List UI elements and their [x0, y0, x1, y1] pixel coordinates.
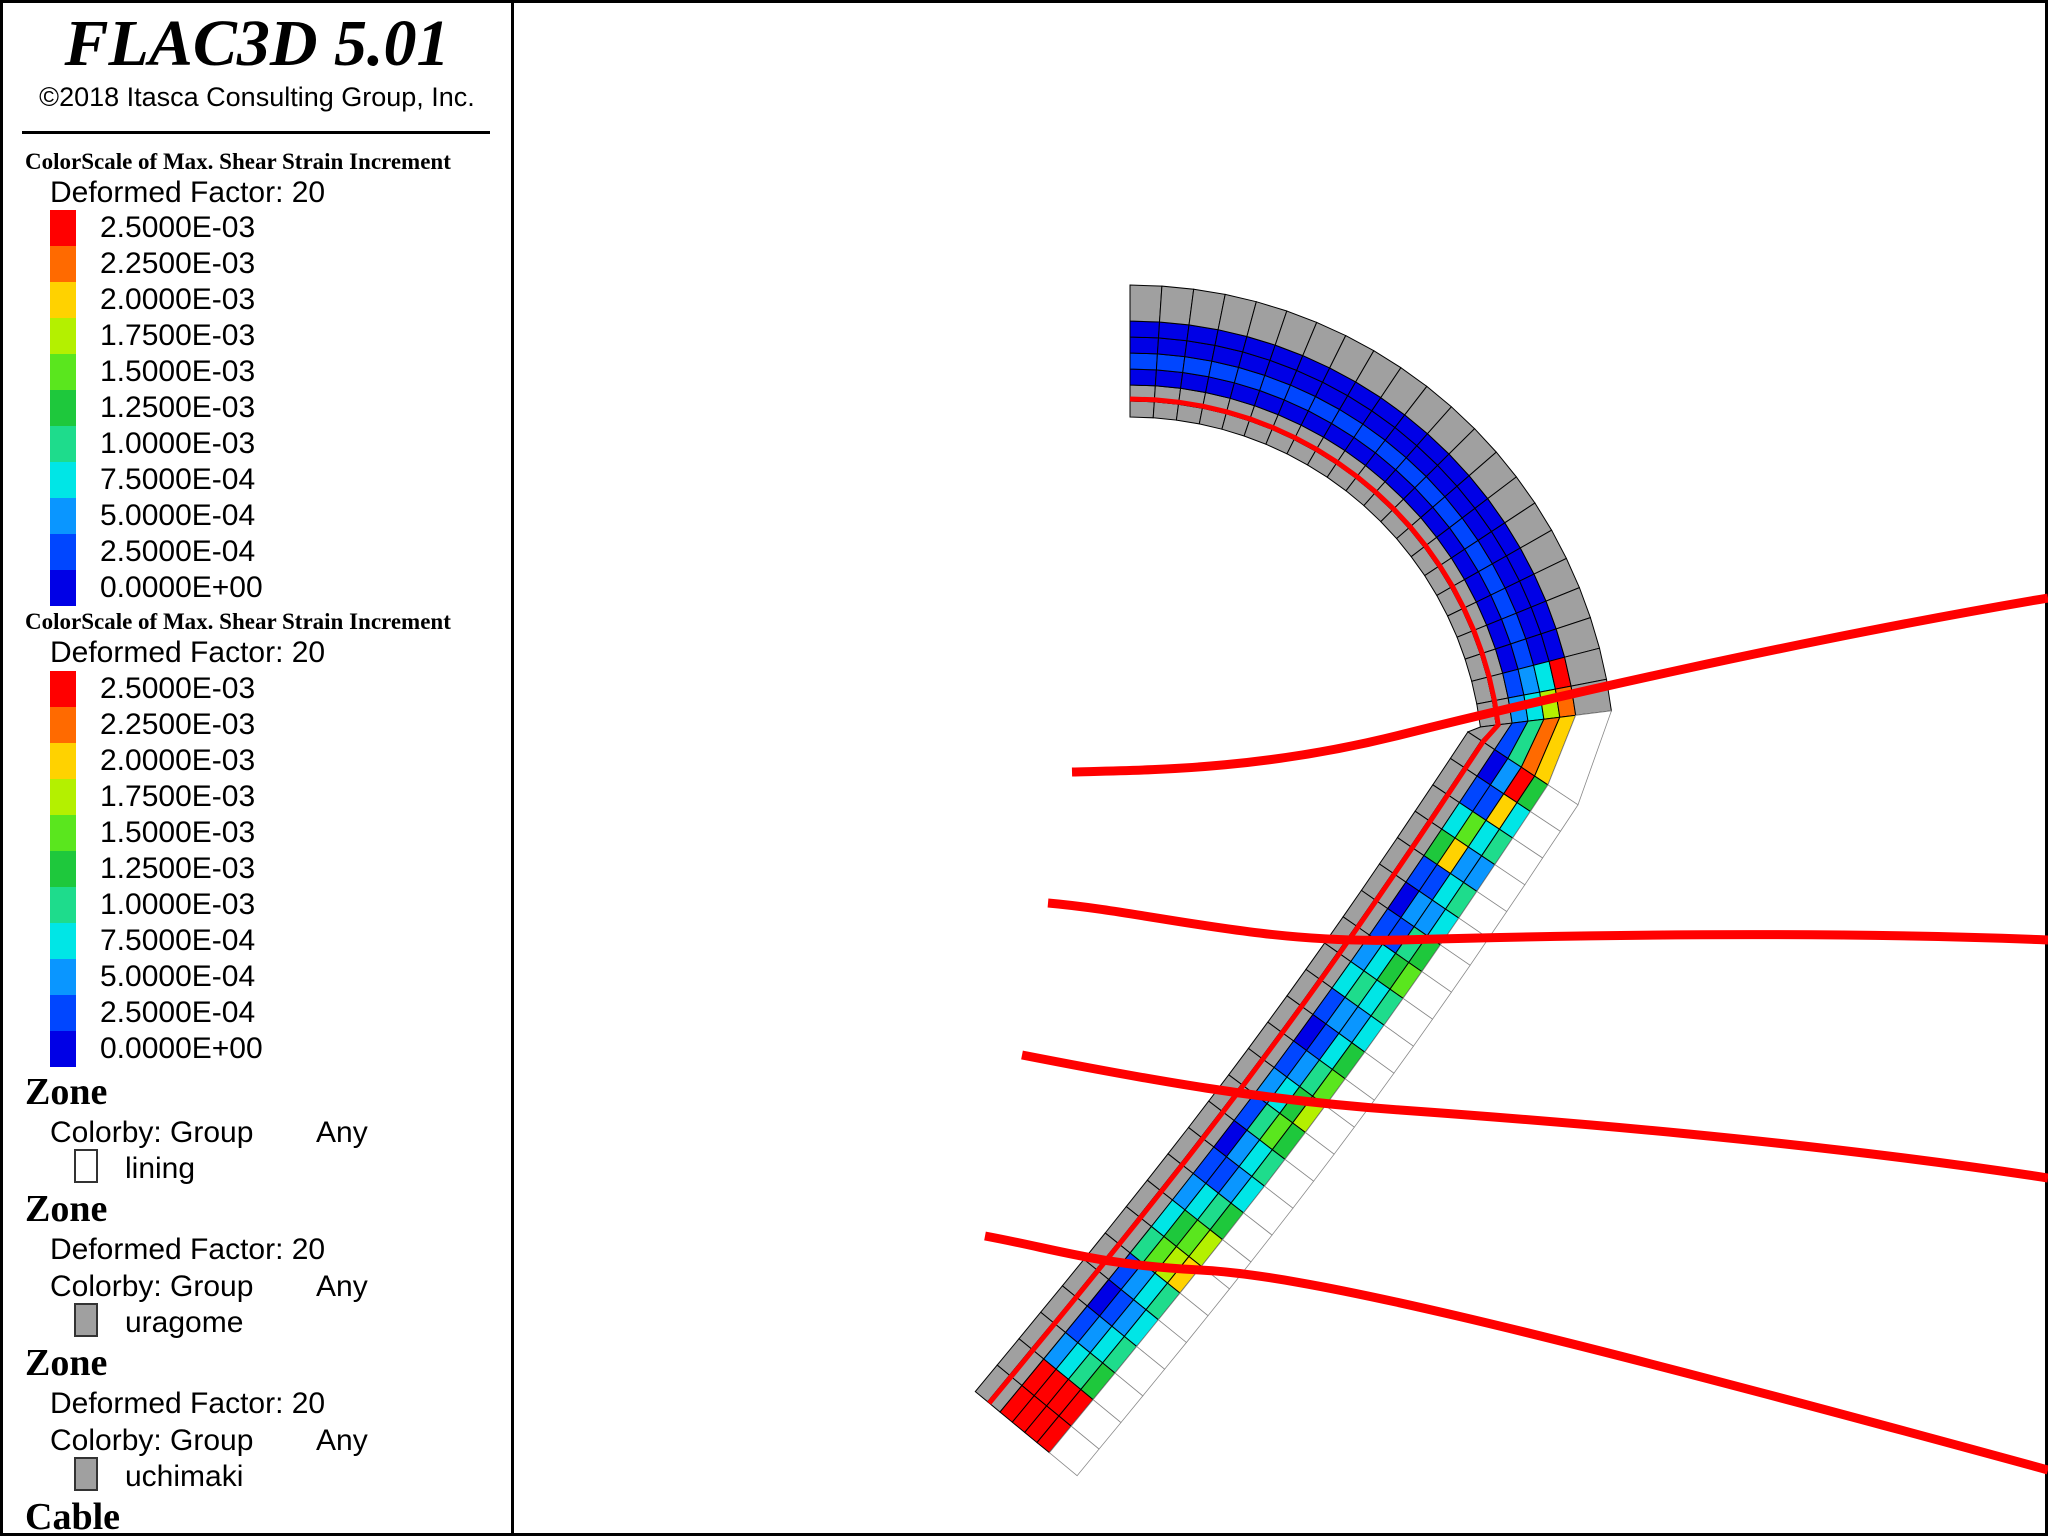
colorscale-1-label: 1.5000E-03	[100, 355, 256, 388]
colorscale-1-label: 7.5000E-04	[100, 463, 256, 496]
colorscale-2-label: 2.2500E-03	[100, 708, 256, 741]
colorscale-2-swatch	[50, 671, 76, 707]
colorscale-2-deformed-factor: Deformed Factor: 20	[50, 636, 326, 669]
lining-cable	[987, 396, 1501, 1405]
zone-uchimaki-group: uchimaki	[125, 1460, 244, 1493]
zone-lining-heading: Zone	[25, 1071, 108, 1113]
colorscale-1-deformed-factor: Deformed Factor: 20	[50, 176, 326, 209]
app-title: FLAC3D 5.01	[64, 7, 450, 80]
colorscale-2-swatch	[50, 1031, 76, 1067]
legend-panel: FLAC3D 5.01 ©2018 Itasca Consulting Grou…	[0, 0, 514, 1536]
mesh-zone	[1154, 369, 1184, 389]
colorscale-2-label: 5.0000E-04	[100, 960, 256, 993]
colorscale-1-swatch	[50, 210, 76, 246]
uragome-swatch	[74, 1303, 98, 1337]
colorscale-2-label: 0.0000E+00	[100, 1032, 263, 1065]
colorscale-1-label: 0.0000E+00	[100, 571, 263, 604]
colorscale-1-label: 2.5000E-03	[100, 211, 256, 244]
colorscale-2-swatch	[50, 707, 76, 743]
mesh-zone	[1155, 353, 1186, 374]
tunnel-mesh-plot	[974, 284, 2048, 1477]
zone-uragome-any: Any	[316, 1270, 368, 1303]
colorscale-2-swatch	[50, 743, 76, 779]
zone-uchimaki-deformed-factor: Deformed Factor: 20	[50, 1387, 326, 1420]
zone-uragome-heading: Zone	[25, 1188, 108, 1230]
mesh-zone	[1158, 285, 1195, 326]
mesh-zone	[1129, 400, 1155, 419]
colorscale-1-title: ColorScale of Max. Shear Strain Incremen…	[25, 149, 451, 174]
colorscale-1-label: 2.0000E-03	[100, 283, 256, 316]
colorscale-1-swatch	[50, 318, 76, 354]
cable-line	[1071, 593, 2048, 777]
colorscale-1-label: 2.2500E-03	[100, 247, 256, 280]
colorscale-2-label: 2.0000E-03	[100, 744, 256, 777]
colorscale-2-label: 1.0000E-03	[100, 888, 256, 921]
mesh-zone	[1129, 352, 1158, 371]
colorscale-1-swatch	[50, 354, 76, 390]
mesh-zone	[1152, 401, 1180, 421]
colorscale-2-label: 1.7500E-03	[100, 780, 256, 813]
uchimaki-swatch	[74, 1457, 98, 1491]
cable-line	[1021, 1050, 2048, 1183]
colorscale-2-swatch	[50, 995, 76, 1031]
colorscale-1-swatch	[50, 426, 76, 462]
colorscale-1-swatch	[50, 498, 76, 534]
lining-swatch	[74, 1149, 98, 1183]
undeformed-zone	[1048, 1425, 1100, 1477]
mesh-zone	[1129, 336, 1160, 355]
colorscale-1-label: 5.0000E-04	[100, 499, 256, 532]
zone-lining-group: lining	[125, 1152, 196, 1185]
zone-uragome-colorby: Colorby: Group	[50, 1270, 254, 1303]
colorscale-1-label: 1.2500E-03	[100, 391, 256, 424]
copyright-text: ©2018 Itasca Consulting Group, Inc.	[39, 82, 475, 112]
zone-lining-any: Any	[316, 1116, 368, 1149]
title-divider	[22, 131, 490, 134]
colorscale-2-label: 2.5000E-03	[100, 672, 256, 705]
colorscale-2-title: ColorScale of Max. Shear Strain Incremen…	[25, 609, 451, 634]
colorscale-2-label: 1.5000E-03	[100, 816, 256, 849]
colorscale-2-label: 2.5000E-04	[100, 996, 256, 1029]
zone-lining-colorby: Colorby: Group	[50, 1116, 254, 1149]
colorscale-2-swatch	[50, 815, 76, 851]
cable-line	[1047, 898, 2048, 945]
colorscale-2-swatch	[50, 851, 76, 887]
colorscale-1-swatch	[50, 462, 76, 498]
colorscale-2-label: 1.2500E-03	[100, 852, 256, 885]
colorscale-1-label: 2.5000E-04	[100, 535, 256, 568]
colorscale-1-swatch	[50, 282, 76, 318]
cable-line	[984, 1231, 2048, 1475]
colorscale-2-label: 7.5000E-04	[100, 924, 256, 957]
zone-uchimaki-heading: Zone	[25, 1342, 108, 1384]
zone-uchimaki-any: Any	[316, 1424, 368, 1457]
colorscale-2-swatch	[50, 959, 76, 995]
cable-layer	[984, 396, 2048, 1475]
colorscale-2-swatch	[50, 887, 76, 923]
mesh-zone	[1129, 284, 1163, 323]
cable-heading: Cable	[25, 1496, 120, 1536]
zone-uchimaki-colorby: Colorby: Group	[50, 1424, 254, 1457]
deformed-mesh	[974, 284, 1612, 1477]
colorscale-1-swatch	[50, 246, 76, 282]
mesh-zone	[1129, 320, 1161, 339]
mesh-zone	[1129, 368, 1157, 387]
colorscale-2-swatch	[50, 779, 76, 815]
colorscale-1-label: 1.7500E-03	[100, 319, 256, 352]
colorscale-1-swatch	[50, 534, 76, 570]
colorscale-1-swatch	[50, 570, 76, 606]
zone-uragome-deformed-factor: Deformed Factor: 20	[50, 1233, 326, 1266]
model-plot-area	[514, 0, 2048, 1536]
colorscale-1-swatch	[50, 390, 76, 426]
colorscale-1-label: 1.0000E-03	[100, 427, 256, 460]
colorscale-2-swatch	[50, 923, 76, 959]
zone-uragome-group: uragome	[125, 1306, 244, 1339]
